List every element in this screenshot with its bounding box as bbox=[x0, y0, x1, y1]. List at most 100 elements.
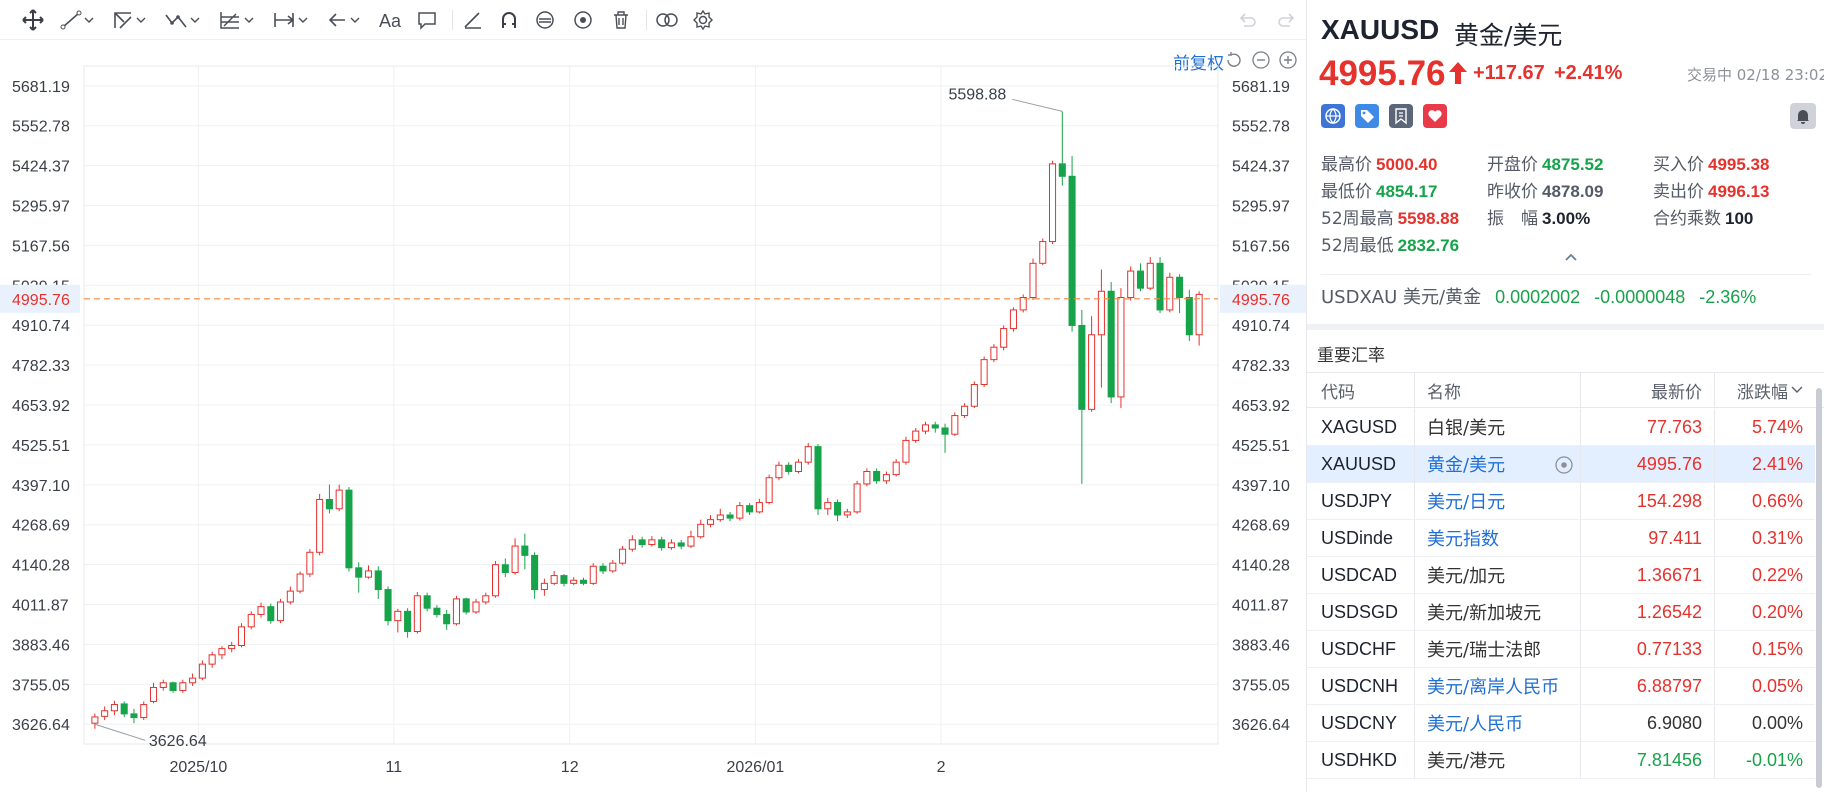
inverse-quote[interactable]: USDXAU 美元/黄金 0.0002002 -0.0000048 -2.36% bbox=[1321, 283, 1756, 309]
candle-up bbox=[179, 682, 187, 692]
rates-table-header: 代码 名称 最新价 涨跌幅 bbox=[1307, 372, 1824, 408]
undo-icon[interactable] bbox=[1236, 8, 1258, 32]
col-pct-header[interactable]: 涨跌幅 bbox=[1715, 373, 1815, 407]
price-adjust-mode[interactable]: 前复权 bbox=[1173, 54, 1224, 74]
week52-low-label: 52周最低 bbox=[1321, 236, 1394, 256]
globe-icon[interactable] bbox=[1321, 104, 1345, 128]
y-tick-label: 5167.56 bbox=[1232, 238, 1290, 255]
candle-up bbox=[853, 483, 861, 513]
table-row[interactable]: USDCHF 美元/瑞士法郎 0.77133 0.15% bbox=[1307, 631, 1815, 668]
candle-up bbox=[394, 610, 402, 622]
fib-tool-icon[interactable] bbox=[218, 8, 254, 32]
rate-name: 白银/美元 bbox=[1415, 409, 1581, 445]
collapse-chevron-icon[interactable] bbox=[1564, 250, 1578, 266]
rate-last: 154.298 bbox=[1581, 483, 1715, 519]
y-tick-label: 4782.33 bbox=[1232, 358, 1290, 375]
arrow-tool-icon[interactable] bbox=[326, 8, 360, 32]
table-row[interactable]: USDinde 美元指数 97.411 0.31% bbox=[1307, 520, 1815, 557]
rate-name[interactable]: 美元/人民币 bbox=[1415, 705, 1581, 741]
y-tick-label: 5167.56 bbox=[12, 238, 70, 255]
candle-down bbox=[658, 539, 666, 549]
lock-drawing-icon[interactable] bbox=[534, 8, 556, 32]
rate-pct: 0.05% bbox=[1751, 675, 1803, 696]
candle-up bbox=[208, 654, 216, 665]
bid-label: 买入价 bbox=[1653, 155, 1704, 175]
rate-last: 6.88797 bbox=[1581, 668, 1715, 704]
quote-row: 52周最低 2832.76 bbox=[1321, 231, 1459, 256]
table-row[interactable]: USDJPY 美元/日元 154.298 0.66% bbox=[1307, 483, 1815, 520]
open-label: 开盘价 bbox=[1487, 155, 1538, 175]
visibility-icon[interactable] bbox=[572, 8, 594, 32]
candle-up bbox=[990, 346, 998, 361]
candle-up bbox=[472, 601, 480, 613]
y-tick-label: 3755.05 bbox=[12, 677, 70, 694]
prev-close-value: 4878.09 bbox=[1542, 182, 1604, 201]
low-value: 4854.17 bbox=[1376, 182, 1438, 201]
trash-icon[interactable] bbox=[610, 8, 632, 32]
prev-close-label: 昨收价 bbox=[1487, 182, 1538, 202]
candle-down bbox=[814, 446, 822, 510]
watching-eye-icon[interactable] bbox=[1553, 455, 1575, 475]
table-row[interactable]: USDHKD 美元/港元 7.81456 -0.01% bbox=[1307, 742, 1815, 779]
tag-icon[interactable] bbox=[1355, 104, 1379, 128]
settings-gear-icon[interactable] bbox=[692, 8, 714, 32]
candle-down bbox=[120, 703, 128, 715]
rate-name[interactable]: 美元指数 bbox=[1415, 520, 1581, 556]
col-code-header[interactable]: 代码 bbox=[1307, 373, 1415, 407]
y-tick-label: 5552.78 bbox=[1232, 119, 1290, 136]
candle-up bbox=[716, 514, 724, 521]
candle-up bbox=[961, 405, 969, 417]
y-tick-label: 3755.05 bbox=[1232, 677, 1290, 694]
scrollbar[interactable] bbox=[1816, 388, 1822, 788]
note-tool-icon[interactable] bbox=[416, 8, 438, 32]
candle-up bbox=[619, 548, 627, 564]
candlestick-chart[interactable]: 5681.195552.785424.375295.975167.565039.… bbox=[0, 44, 1306, 792]
rate-last: 1.26542 bbox=[1581, 594, 1715, 630]
favorite-heart-icon[interactable] bbox=[1423, 104, 1447, 128]
table-row[interactable]: USDSGD 美元/新加坡元 1.26542 0.20% bbox=[1307, 594, 1815, 631]
candle-down bbox=[931, 424, 939, 429]
candle-down bbox=[579, 579, 588, 584]
candle-up bbox=[765, 477, 773, 504]
pen-tool-icon[interactable] bbox=[462, 8, 484, 32]
bookmark-icon[interactable] bbox=[1389, 104, 1413, 128]
current-price-label-left: 4995.76 bbox=[12, 292, 70, 309]
zoom-in-icon[interactable] bbox=[1278, 50, 1298, 70]
zoom-out-icon[interactable] bbox=[1251, 50, 1271, 70]
rate-name[interactable]: 美元/离岸人民币 bbox=[1415, 668, 1581, 704]
table-row[interactable]: XAGUSD 白银/美元 77.763 5.74% bbox=[1307, 409, 1815, 446]
y-axis-right: 5681.195552.785424.375295.975167.565039.… bbox=[1232, 79, 1290, 734]
quote-row: 振 幅 3.00% bbox=[1487, 204, 1590, 229]
candle-up bbox=[511, 545, 519, 573]
table-row[interactable]: USDCNH 美元/离岸人民币 6.88797 0.05% bbox=[1307, 668, 1815, 705]
price-change-percent: +2.41% bbox=[1554, 62, 1623, 84]
rate-name[interactable]: 美元/日元 bbox=[1415, 483, 1581, 519]
week52-high-label: 52周最高 bbox=[1321, 209, 1394, 229]
bell-icon[interactable] bbox=[1790, 103, 1816, 129]
y-tick-label: 4653.92 bbox=[12, 398, 70, 415]
candle-up bbox=[1127, 270, 1135, 298]
toolbar-separator bbox=[646, 10, 647, 30]
y-tick-label: 3626.64 bbox=[12, 717, 70, 734]
redo-icon[interactable] bbox=[1276, 8, 1298, 32]
grid-layer bbox=[83, 65, 1219, 745]
rate-name[interactable]: 黄金/美元 bbox=[1415, 446, 1581, 482]
trendline-tool-icon[interactable] bbox=[60, 8, 94, 32]
text-tool-icon[interactable]: Aa bbox=[378, 8, 404, 32]
table-row[interactable]: USDCNY 美元/人民币 6.9080 0.00% bbox=[1307, 705, 1815, 742]
move-tool-icon[interactable] bbox=[20, 8, 46, 32]
reset-zoom-icon[interactable] bbox=[1224, 50, 1244, 70]
quote-row: 卖出价 4996.13 bbox=[1653, 177, 1769, 202]
measure-tool-icon[interactable] bbox=[272, 8, 308, 32]
col-name-header[interactable]: 名称 bbox=[1415, 373, 1581, 407]
wave-tool-icon[interactable] bbox=[164, 8, 200, 32]
multiplier-value: 100 bbox=[1725, 209, 1754, 228]
ask-value: 4996.13 bbox=[1708, 182, 1770, 201]
rate-name: 美元/港元 bbox=[1415, 742, 1581, 778]
col-last-header[interactable]: 最新价 bbox=[1581, 373, 1715, 407]
table-row[interactable]: USDCAD 美元/加元 1.36671 0.22% bbox=[1307, 557, 1815, 594]
table-row-selected[interactable]: XAUUSD 黄金/美元 4995.76 2.41% bbox=[1307, 446, 1815, 483]
channel-tool-icon[interactable] bbox=[112, 8, 146, 32]
compare-icon[interactable] bbox=[654, 8, 680, 32]
magnet-icon[interactable] bbox=[498, 8, 520, 32]
